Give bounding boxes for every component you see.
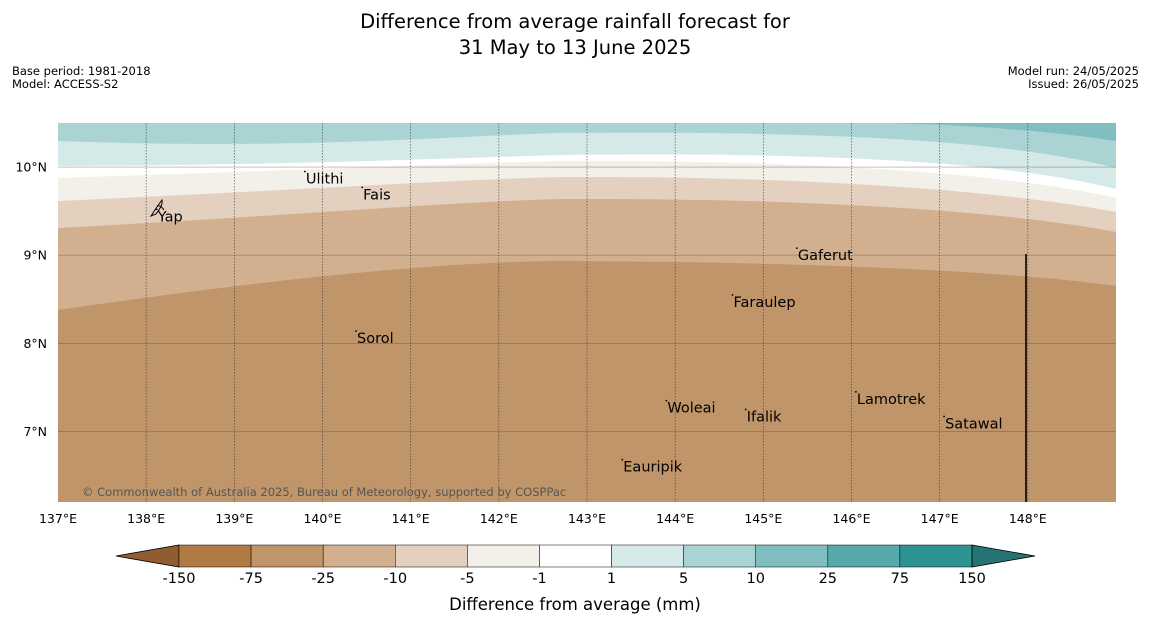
model-run-text: Model run: 24/05/2025 [1007,64,1139,78]
colorbar-segment [322,544,396,568]
place-label: Ifalik [747,409,782,425]
latitude-tick-label: 7°N [23,424,47,439]
meta-right: Model run: 24/05/2025 Issued: 26/05/2025 [1008,65,1139,91]
colorbar-tick-label: 5 [679,571,688,587]
longitude-tick-label: 139°E [215,511,253,526]
colorbar-segment [755,544,829,568]
place-label: Ulithi [306,171,344,187]
place-marker [155,208,158,211]
place-label: Lamotrek [857,392,926,408]
place-label: Yap [157,209,183,225]
colorbar-segment [178,544,252,568]
colorbar-segment [539,544,612,568]
colorbar-tick-labels: -150 -75 -25 -10 -5 -1 1 5 10 25 75 150 [163,571,986,587]
colorbar-tick-label: -1 [532,571,546,587]
colorbar-tick-label: 150 [958,571,986,587]
latitude-tick-label: 10°N [15,160,47,175]
map-title-line-2: 31 May to 13 June 2025 [458,36,692,59]
place-label: Sorol [357,331,394,347]
colorbar-tick-label: -25 [311,571,335,587]
colorbar-segment [250,544,324,568]
colorbar-tick-label: 10 [747,571,765,587]
base-period-text: Base period: 1981-2018 [12,64,151,78]
place-marker [744,408,747,411]
colorbar-tick-label: -150 [163,571,196,587]
longitude-tick-label: 141°E [392,511,430,526]
place-label: Faraulep [733,295,795,311]
colorbar-left-extension [115,544,180,568]
colorbar-tick-label: -10 [383,571,407,587]
issued-text: Issued: 26/05/2025 [1028,77,1139,91]
longitude-tick-label: 146°E [832,511,870,526]
place-marker [665,399,668,402]
gridlines [58,123,1116,502]
colorbar-segment [683,544,756,568]
model-text: Model: ACCESS-S2 [12,77,119,91]
place-label: Gaferut [798,248,853,264]
band-5-to-10 [58,123,1116,168]
colorbar-segment [611,544,684,568]
place-label: Eauripik [623,460,682,476]
colorbar-tick-label: 1 [607,571,616,587]
place-marker [731,293,734,296]
longitude-tick-label: 147°E [921,511,959,526]
latitude-tick-label: 8°N [23,336,47,351]
longitude-tick-label: 148°E [1009,511,1047,526]
map-title: Difference from average rainfall forecas… [0,9,1150,61]
colorbar-segment [467,544,540,568]
colorbar-segment [899,544,973,568]
place-label: Fais [363,187,390,203]
meta-left: Base period: 1981-2018 Model: ACCESS-S2 [12,65,151,91]
place-marker [621,458,624,461]
longitude-tick-label: 145°E [744,511,782,526]
longitude-tick-label: 144°E [656,511,694,526]
place-marker [355,330,357,332]
place-marker [943,415,945,418]
longitude-tick-label: 138°E [127,511,165,526]
place-marker [303,170,306,173]
colorbar-tick-label: -75 [239,571,263,587]
place-marker [361,186,364,189]
place-marker [795,247,798,250]
band-10-to-25 [890,123,1116,141]
legend-title: Difference from average (mm) [449,595,701,614]
longitude-tick-labels: 137°E 138°E 139°E 140°E 141°E 142°E 143°E 144°E… [39,511,1047,526]
yap-island-icon [149,198,165,218]
longitude-tick-label: 142°E [480,511,518,526]
copyright-text: © Commonwealth of Australia 2025, Bureau… [82,485,566,499]
longitude-tick-label: 140°E [303,511,341,526]
colorbar-tick-label: 25 [819,571,837,587]
place-labels: Ulithi Fais Yap Gaferut Faraulep Sorol Lamotre… [155,170,1003,476]
colorbar-right-extension [971,544,1036,568]
place-marker [855,390,857,393]
colorbar-tick-label: -5 [460,571,474,587]
colorbar-segment [395,544,468,568]
map-title-line-1: Difference from average rainfall forecas… [360,10,790,33]
place-label: Satawal [945,417,1002,433]
latitude-tick-labels: 7°N 8°N 9°N 10°N [15,160,47,439]
latitude-tick-label: 9°N [23,248,47,263]
place-label: Woleai [667,401,715,417]
longitude-tick-label: 143°E [568,511,606,526]
longitude-tick-label: 137°E [39,511,77,526]
colorbar-segment [827,544,901,568]
colorbar-tick-label: 75 [891,571,909,587]
colorbar [115,544,1036,568]
